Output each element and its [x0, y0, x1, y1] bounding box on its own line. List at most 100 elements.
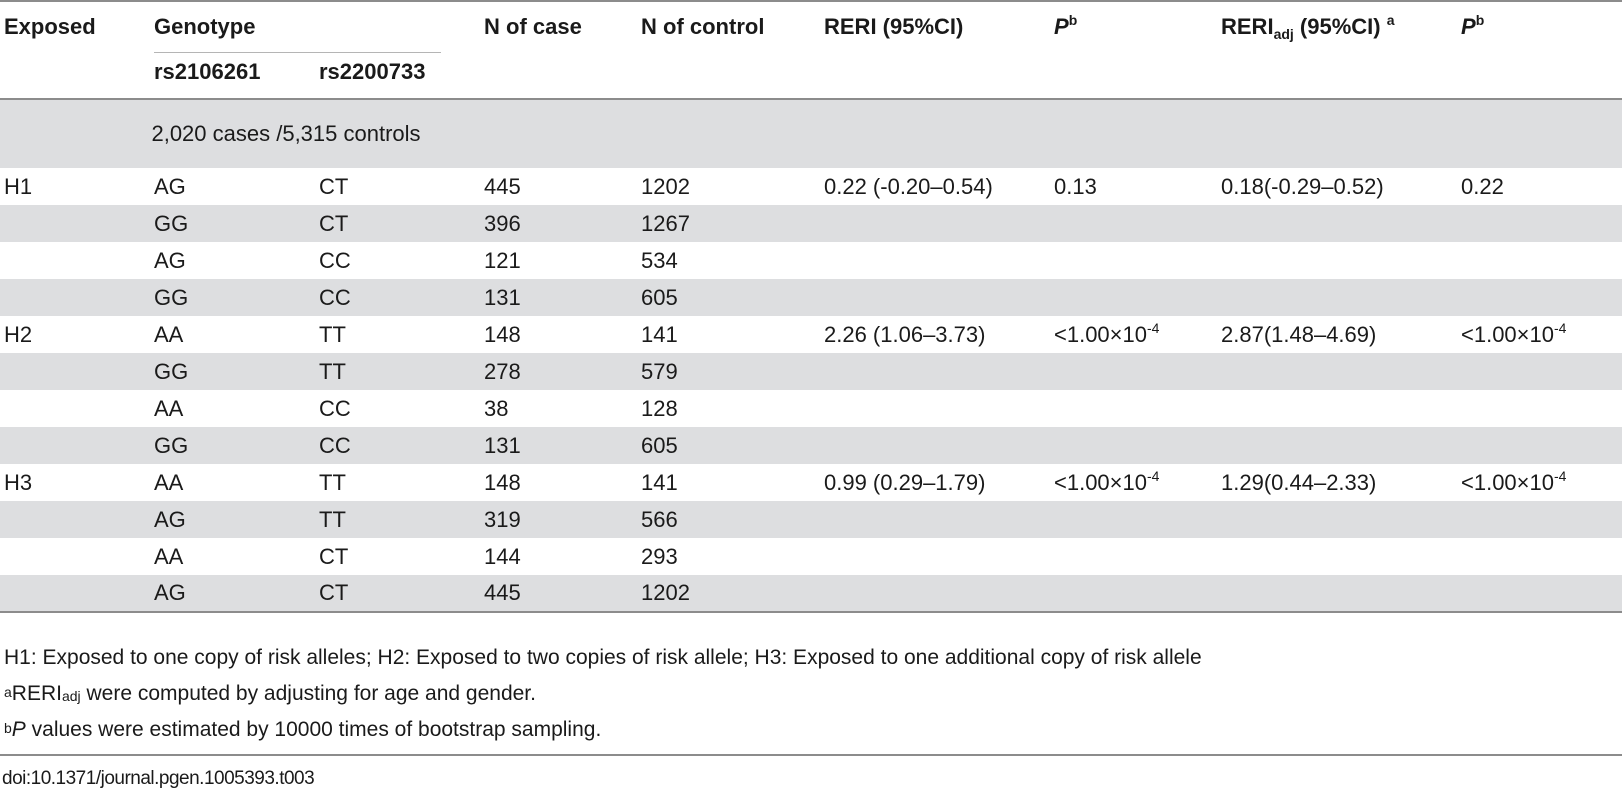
results-table: Exposed Genotype N of case N of control … [0, 1, 1622, 612]
cell-p [1050, 390, 1217, 427]
header-p-adj: Pb [1461, 12, 1485, 39]
cell-reri: 0.99 (0.29–1.79) [824, 469, 986, 495]
table-row: AG CC 121 534 [0, 242, 1622, 279]
table-row: AG TT 319 566 [0, 501, 1622, 538]
cell-snp2: CC [315, 279, 480, 316]
cell-reri-adj [1217, 501, 1457, 538]
cell-p2 [1457, 427, 1622, 464]
cell-exposed: H1 [4, 173, 33, 199]
cell-exposed [0, 242, 150, 279]
cell-reri-adj [1217, 205, 1457, 242]
cell-snp1: AA [154, 469, 184, 495]
cell-p2: <1.00×10-4 [1461, 467, 1567, 495]
header-row-2: rs2106261 rs2200733 [0, 49, 1622, 99]
doi-link[interactable]: doi:10.1371/journal.pgen.1005393.t003 [2, 768, 315, 789]
cell-snp1: AG [154, 173, 186, 199]
cell-exposed [0, 538, 150, 575]
header-n-case: N of case [484, 14, 582, 39]
cell-reri [820, 427, 1050, 464]
cell-reri [820, 205, 1050, 242]
cell-n-control: 141 [641, 321, 678, 347]
cell-p2 [1457, 279, 1622, 316]
cell-n-case: 278 [480, 353, 637, 390]
cell-reri [820, 538, 1050, 575]
cell-n-case: 121 [484, 247, 521, 273]
cell-reri-adj [1217, 279, 1457, 316]
sample-size-label: 2,020 cases /5,315 controls [151, 121, 421, 146]
cell-reri-adj: 0.18(-0.29–0.52) [1221, 173, 1384, 199]
cell-n-case: 148 [484, 469, 521, 495]
cell-exposed [0, 353, 150, 390]
header-reri-adj: RERIadj (95%CI) a [1221, 12, 1395, 42]
table-row: AA CT 144 293 [0, 538, 1622, 575]
header-snp-rs2106261: rs2106261 [154, 59, 261, 84]
cell-n-case: 38 [484, 395, 509, 421]
cell-reri: 0.22 (-0.20–0.54) [824, 173, 993, 199]
cell-n-case: 131 [480, 279, 637, 316]
cell-snp2: CC [319, 395, 351, 421]
footnote-hypotheses: H1: Exposed to one copy of risk alleles;… [4, 646, 1202, 669]
cell-p [1050, 538, 1217, 575]
cell-n-case: 445 [484, 173, 521, 199]
cell-p [1050, 279, 1217, 316]
cell-snp2: CT [319, 543, 349, 569]
cell-p [1050, 353, 1217, 390]
cell-reri-adj [1217, 390, 1457, 427]
table-row: GG CC 131 605 [0, 427, 1622, 464]
cell-reri-adj [1217, 575, 1457, 612]
cell-p [1050, 575, 1217, 612]
cell-snp1: AG [150, 575, 315, 612]
cell-p [1050, 242, 1217, 279]
header-exposed: Exposed [4, 14, 96, 39]
genotype-underline [154, 52, 441, 53]
cell-reri-adj: 2.87(1.48–4.69) [1221, 321, 1377, 347]
cell-reri-adj [1217, 353, 1457, 390]
cell-snp2: CT [319, 173, 349, 199]
table-row: GG CT 396 1267 [0, 205, 1622, 242]
cell-n-control: 605 [637, 279, 820, 316]
cell-snp1: GG [150, 205, 315, 242]
cell-exposed: H3 [4, 469, 33, 495]
table-row: H1 AG CT 445 1202 0.22 (-0.20–0.54) 0.13 0.18(-… [0, 168, 1622, 205]
cell-n-control: 566 [637, 501, 820, 538]
header-n-control: N of control [641, 14, 765, 39]
table-body: 2,020 cases /5,315 controls H1 AG CT 445 120… [0, 99, 1622, 612]
table-row: AA CC 38 128 [0, 390, 1622, 427]
table-row: GG TT 278 579 [0, 353, 1622, 390]
cell-n-case: 319 [480, 501, 637, 538]
header-snp-rs2200733: rs2200733 [319, 59, 426, 84]
cell-exposed [0, 279, 150, 316]
cell-p2 [1457, 575, 1622, 612]
cell-p: <1.00×10-4 [1054, 319, 1160, 347]
table-row: H2 AA TT 148 141 2.26 (1.06–3.73) <1.00×10-4 2.… [0, 316, 1622, 353]
cell-reri-adj: 1.29(0.44–2.33) [1221, 469, 1377, 495]
cell-p2 [1457, 353, 1622, 390]
cell-snp1: AA [154, 321, 184, 347]
cell-reri-adj [1217, 242, 1457, 279]
footnote-reri-adj: aRERIadj were computed by adjusting for … [4, 682, 536, 705]
cell-snp1: AA [154, 395, 184, 421]
cell-exposed [0, 575, 150, 612]
cell-snp1: GG [150, 427, 315, 464]
cell-n-control: 141 [641, 469, 678, 495]
cell-p2 [1457, 390, 1622, 427]
cell-snp2: TT [315, 501, 480, 538]
doi-divider [0, 754, 1622, 756]
cell-snp2: CT [315, 575, 480, 612]
cell-p2 [1457, 501, 1622, 538]
cell-p: 0.13 [1054, 173, 1097, 199]
table-wrapper: Exposed Genotype N of case N of control … [0, 1, 1622, 612]
cell-snp2: TT [319, 469, 346, 495]
cell-reri [820, 390, 1050, 427]
cell-snp2: CT [315, 205, 480, 242]
subheader-row: 2,020 cases /5,315 controls [0, 99, 1622, 168]
table-row: GG CC 131 605 [0, 279, 1622, 316]
cell-n-control: 293 [641, 543, 678, 569]
cell-snp2: CC [315, 427, 480, 464]
cell-p2 [1457, 242, 1622, 279]
cell-exposed [0, 427, 150, 464]
cell-exposed [0, 501, 150, 538]
cell-reri [820, 279, 1050, 316]
cell-p2 [1457, 538, 1622, 575]
footnote-p-values: bP values were estimated by 10000 times … [4, 718, 602, 741]
